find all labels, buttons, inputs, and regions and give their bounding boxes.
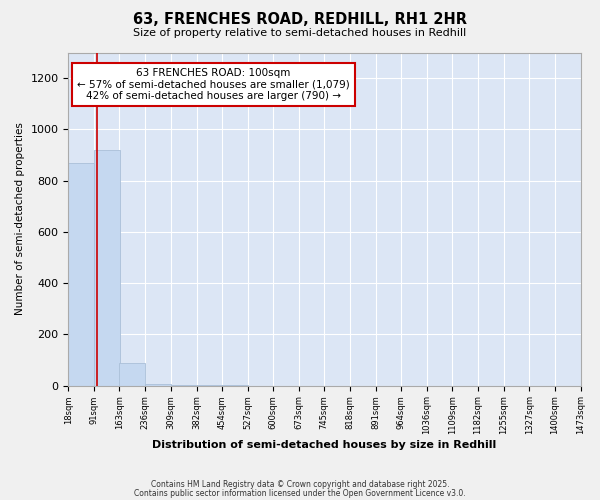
Y-axis label: Number of semi-detached properties: Number of semi-detached properties <box>15 122 25 316</box>
Bar <box>68 162 94 386</box>
X-axis label: Distribution of semi-detached houses by size in Redhill: Distribution of semi-detached houses by … <box>152 440 497 450</box>
Text: 63, FRENCHES ROAD, REDHILL, RH1 2HR: 63, FRENCHES ROAD, REDHILL, RH1 2HR <box>133 12 467 28</box>
Text: Contains public sector information licensed under the Open Government Licence v3: Contains public sector information licen… <box>134 488 466 498</box>
Bar <box>171 385 197 386</box>
Bar <box>94 150 120 386</box>
Bar <box>119 362 145 386</box>
Text: 63 FRENCHES ROAD: 100sqm
← 57% of semi-detached houses are smaller (1,079)
42% o: 63 FRENCHES ROAD: 100sqm ← 57% of semi-d… <box>77 68 350 101</box>
Text: Size of property relative to semi-detached houses in Redhill: Size of property relative to semi-detach… <box>133 28 467 38</box>
Bar <box>145 384 171 386</box>
Text: Contains HM Land Registry data © Crown copyright and database right 2025.: Contains HM Land Registry data © Crown c… <box>151 480 449 489</box>
